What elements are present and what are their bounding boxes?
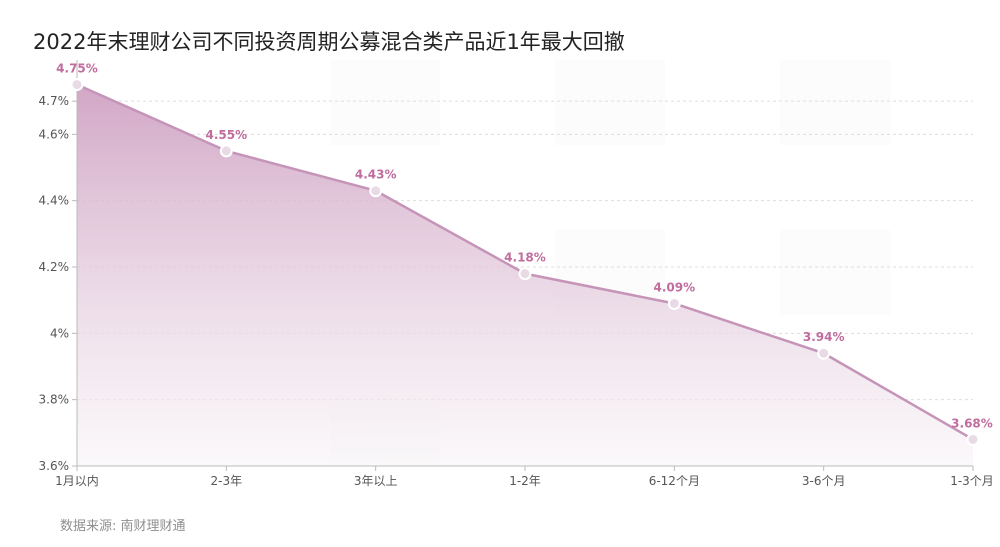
- data-point[interactable]: [369, 184, 383, 198]
- data-label: 4.09%: [654, 280, 696, 294]
- x-tick-label: 1-2年: [509, 474, 541, 488]
- x-tick-label: 3-6个月: [802, 474, 846, 488]
- y-tick-label: 3.6%: [39, 459, 70, 473]
- x-tick-label: 6-12个月: [649, 474, 700, 488]
- y-tick-label: 4.6%: [39, 127, 70, 141]
- y-tick-label: 4%: [50, 326, 69, 340]
- data-label: 4.43%: [355, 168, 397, 182]
- data-point[interactable]: [966, 432, 980, 446]
- data-point[interactable]: [70, 78, 84, 92]
- y-tick-label: 3.8%: [39, 393, 70, 407]
- source-note: 数据来源: 南财理财通: [60, 519, 186, 534]
- data-point[interactable]: [219, 144, 233, 158]
- x-tick-label: 3年以上: [354, 474, 398, 488]
- data-point[interactable]: [817, 346, 831, 360]
- data-label: 4.55%: [206, 128, 248, 142]
- x-tick-label: 1月以内: [55, 474, 99, 488]
- y-tick-label: 4.2%: [39, 260, 70, 274]
- chart-title: 2022年末理财公司不同投资周期公募混合类产品近1年最大回撤: [33, 30, 625, 54]
- x-tick-label: 2-3年: [211, 474, 243, 488]
- y-tick-label: 4.7%: [39, 94, 70, 108]
- data-point[interactable]: [667, 296, 681, 310]
- data-point[interactable]: [518, 267, 532, 281]
- data-label: 3.68%: [951, 416, 993, 430]
- data-label: 3.94%: [803, 330, 845, 344]
- data-label: 4.75%: [56, 62, 98, 76]
- x-tick-label: 1-3个月: [950, 474, 994, 488]
- y-tick-label: 4.4%: [39, 194, 70, 208]
- data-label: 4.18%: [504, 251, 546, 265]
